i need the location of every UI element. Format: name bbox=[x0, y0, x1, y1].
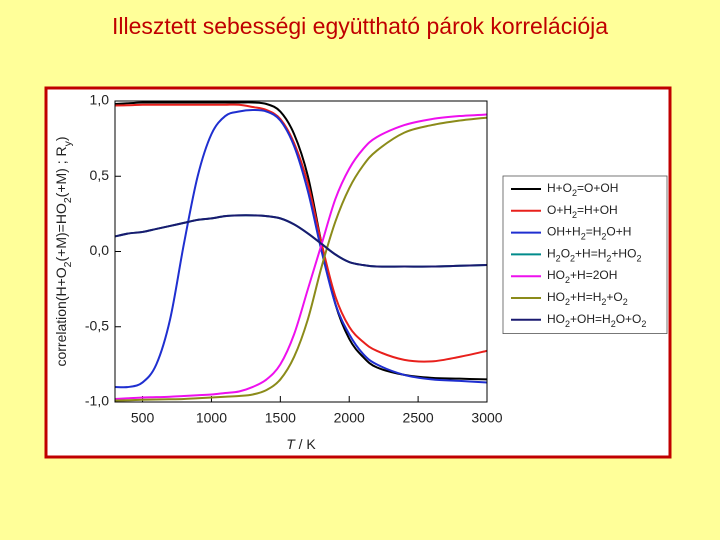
legend-label: HO2+H=2OH bbox=[547, 268, 617, 285]
y-tick-label: 0,0 bbox=[90, 242, 110, 258]
slide-title: Illesztett sebességi együttható párok ko… bbox=[112, 13, 608, 39]
series-line bbox=[115, 116, 487, 402]
x-tick-label: 500 bbox=[131, 410, 155, 426]
y-axis-label: correlation(H+O2(+M)=HO2(+M) ; Ry) bbox=[53, 136, 74, 366]
x-tick-label: 1000 bbox=[196, 410, 227, 426]
legend-label: H2O2+H=H2+HO2 bbox=[547, 247, 641, 264]
series-line bbox=[115, 109, 487, 389]
x-tick-label: 2000 bbox=[334, 410, 365, 426]
x-tick-label: 2500 bbox=[403, 410, 434, 426]
x-tick-label: 3000 bbox=[471, 410, 502, 426]
series-line bbox=[115, 113, 487, 400]
plot-border bbox=[114, 100, 488, 403]
plot: -1,0 -0,5 0,0 0,5 1,0 500 1000 1500 2000 2500 3000… bbox=[53, 92, 668, 452]
legend-label: H+O2=O+OH bbox=[547, 181, 618, 198]
x-tick-label: 1500 bbox=[265, 410, 296, 426]
y-tick-label: -0,5 bbox=[85, 317, 109, 333]
legend-label: HO2+OH=H2O+O2 bbox=[547, 312, 646, 329]
y-tick-label: 0,5 bbox=[90, 167, 110, 183]
x-axis-label: T / K bbox=[286, 436, 316, 452]
series-line bbox=[115, 214, 487, 268]
series-line bbox=[115, 101, 487, 381]
y-tick-label: 1,0 bbox=[90, 92, 110, 108]
legend-label: O+H2=H+OH bbox=[547, 203, 618, 220]
legend-label: HO2+H=H2+O2 bbox=[547, 290, 628, 307]
legend-label: OH+H2=H2O+H bbox=[547, 225, 631, 242]
y-tick-label: -1,0 bbox=[85, 393, 109, 409]
series-line bbox=[115, 103, 487, 363]
